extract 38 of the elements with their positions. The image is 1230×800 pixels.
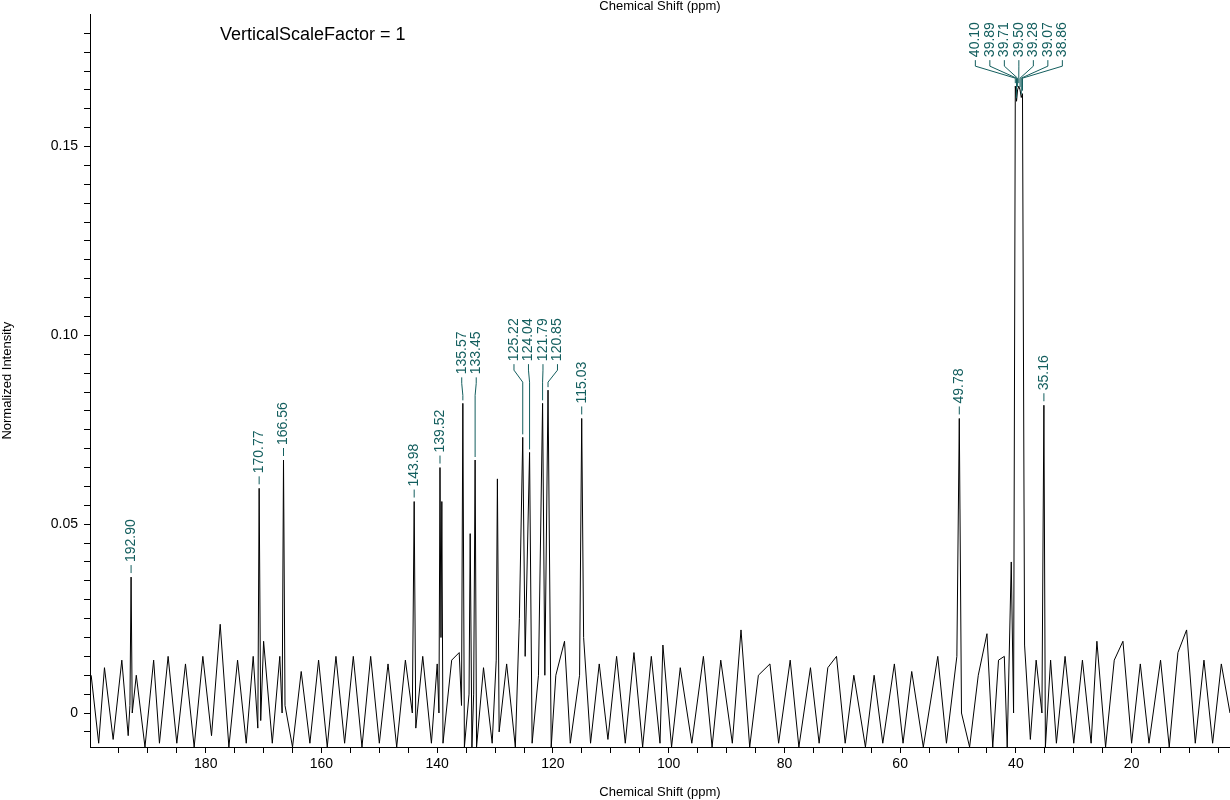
x-tick-label: 100	[657, 755, 681, 772]
y-tick-label: 0.10	[50, 326, 79, 343]
y-tick-label: 0.05	[50, 515, 79, 532]
annotation: 39.07	[1038, 21, 1055, 58]
annotation: 133.45	[467, 331, 484, 375]
annotation: 39.28	[1024, 21, 1041, 58]
annotation: 39.89	[980, 21, 997, 58]
annotation: 121.79	[533, 318, 550, 362]
annotation: 39.50	[1009, 21, 1026, 58]
y-axis-title: Normalized Intensity	[0, 321, 15, 440]
y-tick-label: 0	[70, 703, 79, 720]
x-tick-label: 20	[1123, 755, 1140, 772]
x-axis-title: Chemical Shift (ppm)	[599, 783, 721, 799]
annotation: 166.56	[274, 401, 291, 445]
annotation: 49.78	[950, 368, 967, 404]
x-tick-label: 40	[1008, 755, 1024, 772]
annotation: 35.16	[1034, 355, 1051, 391]
annotation: VerticalScaleFactor = 1	[220, 24, 406, 45]
annotation: 135.57	[452, 331, 469, 375]
x-tick-label: 80	[776, 755, 793, 772]
annotation: 192.90	[121, 519, 138, 563]
x-tick-label: 60	[892, 755, 909, 772]
annotation: 139.52	[430, 409, 447, 453]
x-tick-label: 140	[425, 755, 450, 772]
annotation: 38.86	[1053, 21, 1070, 58]
annotation: 120.85	[548, 318, 565, 362]
annotation: 170.77	[250, 430, 267, 474]
chart-title: Chemical Shift (ppm)	[599, 0, 721, 14]
annotation: 115.03	[572, 361, 589, 404]
annotation: 125.22	[504, 318, 521, 362]
annotation: 40.10	[966, 21, 983, 58]
annotation: 143.98	[405, 443, 422, 487]
x-tick-label: 120	[541, 755, 565, 772]
x-tick-label: 180	[194, 755, 218, 772]
annotation: 124.04	[519, 318, 536, 362]
annotation: 39.71	[995, 21, 1012, 58]
x-tick-label: 160	[309, 755, 334, 772]
y-tick-label: 0.15	[50, 137, 79, 154]
